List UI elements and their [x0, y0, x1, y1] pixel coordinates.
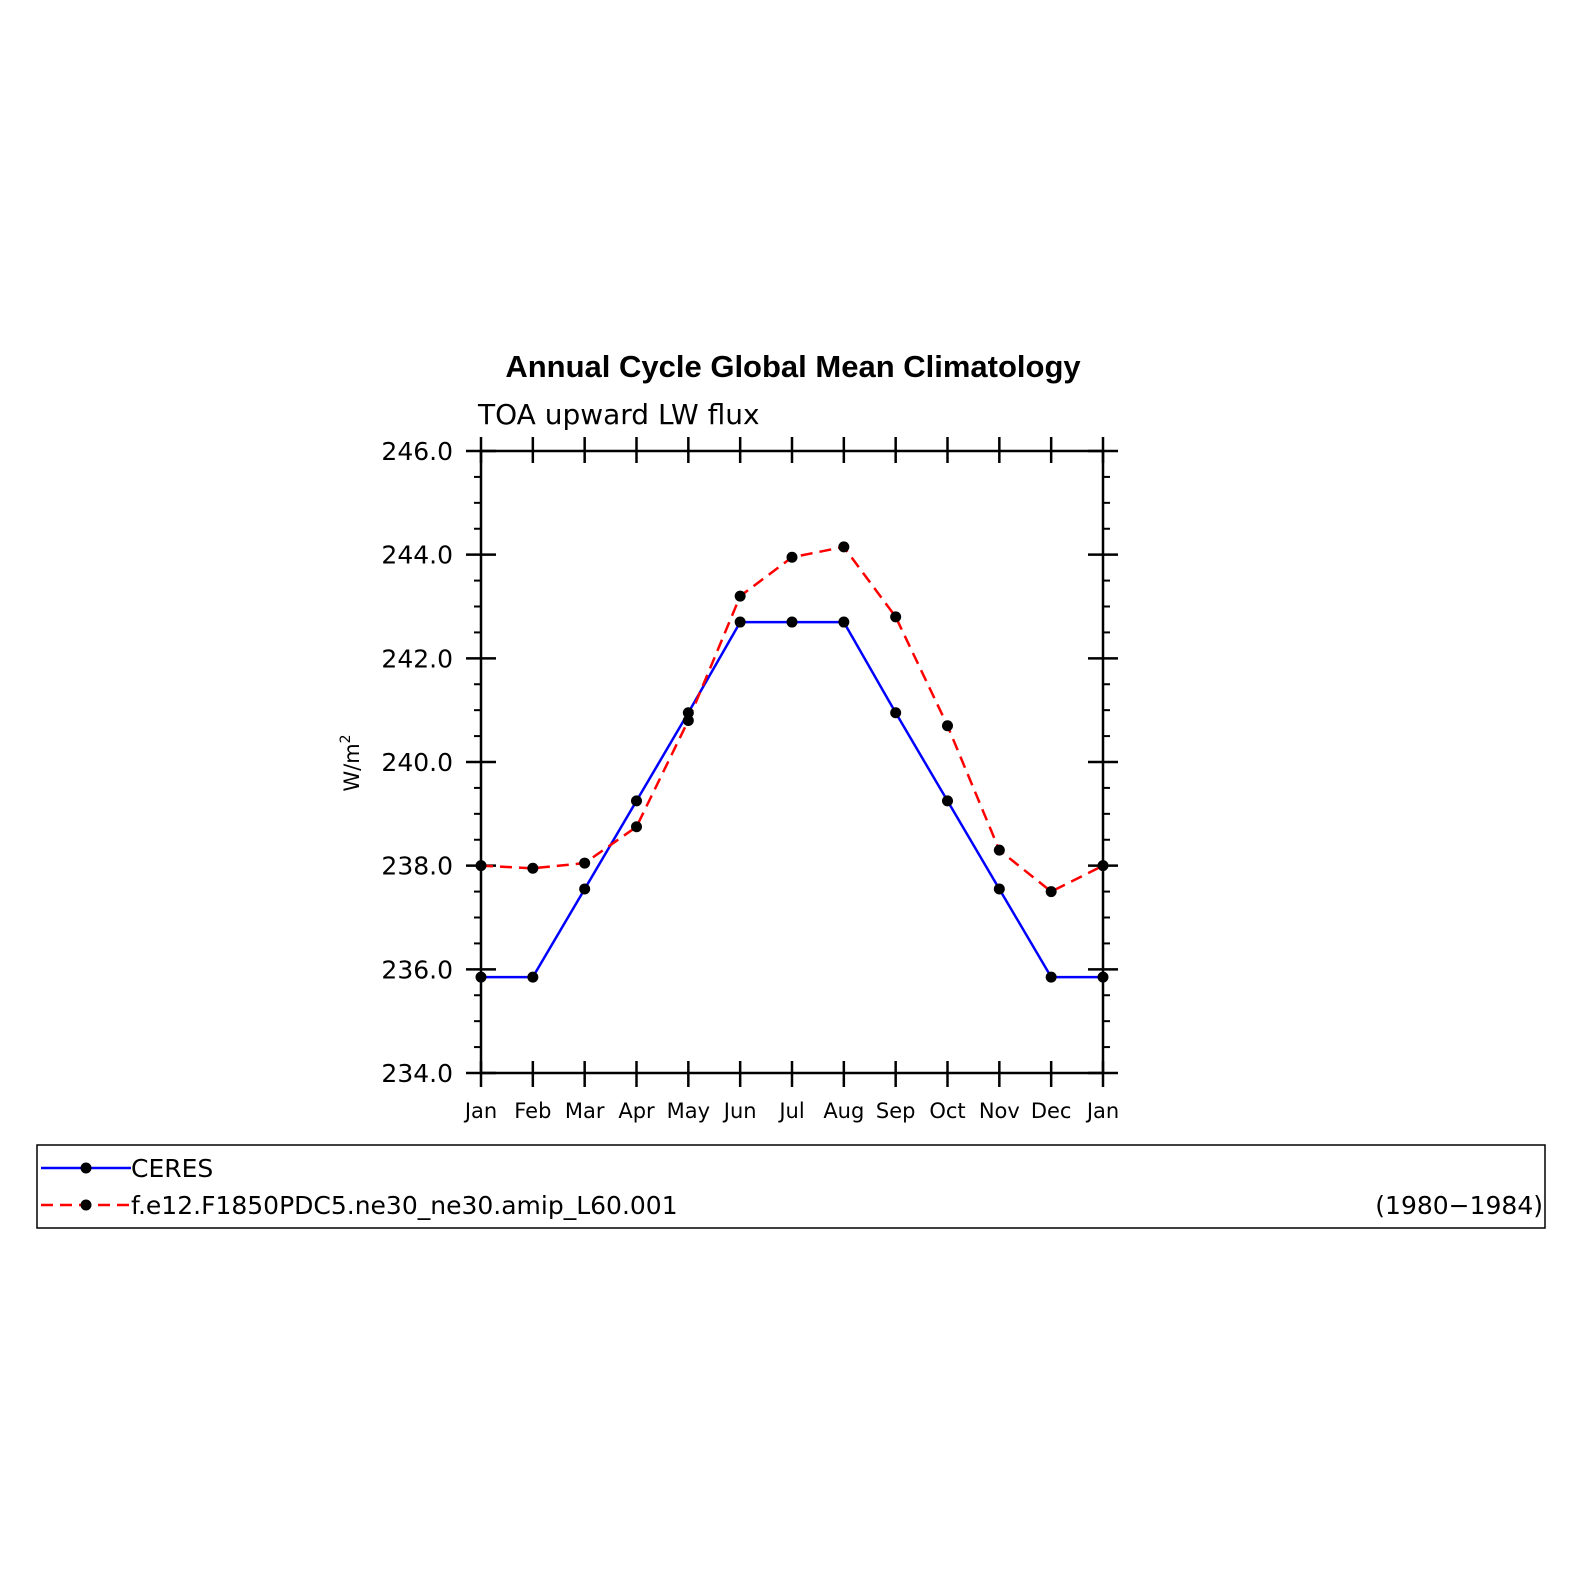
series-1-point — [890, 611, 902, 623]
legend-period: (1980−1984) — [1375, 1191, 1543, 1220]
x-tick-label: Feb — [514, 1099, 551, 1123]
series-1-point — [579, 857, 591, 869]
series-line-1 — [480, 545, 1104, 893]
y-tick-label: 244.0 — [381, 541, 453, 570]
legend-box — [36, 1144, 1546, 1229]
y-tick-label: 236.0 — [381, 955, 453, 984]
series-0-point — [734, 616, 746, 628]
series-0-point — [527, 971, 539, 983]
series-line-0 — [481, 620, 1103, 979]
series-0-point — [631, 795, 642, 807]
x-tick-label: Nov — [979, 1099, 1020, 1123]
series-1-point — [786, 551, 798, 563]
x-tick-label: Jan — [463, 1099, 497, 1123]
legend-marker-model — [80, 1199, 92, 1211]
series-1-point — [942, 720, 953, 732]
x-tick-label: Mar — [565, 1099, 605, 1123]
series-0-point — [890, 707, 902, 719]
x-tick-label: Dec — [1031, 1099, 1072, 1123]
series-layer — [475, 541, 1109, 983]
legend-marker-ceres — [80, 1162, 92, 1174]
x-tick-label: Apr — [618, 1099, 655, 1123]
axis-ticks — [466, 437, 1118, 1087]
x-tick-label: Jun — [722, 1099, 757, 1123]
series-0-point — [682, 707, 694, 719]
series-1-point — [631, 821, 642, 833]
x-tick-label: Aug — [823, 1099, 864, 1123]
series-0-point — [1045, 971, 1057, 983]
x-tick-label: Oct — [929, 1099, 965, 1123]
series-1-point — [1045, 886, 1057, 898]
plot-frame — [479, 449, 1105, 1075]
y-tick-labels: 234.0 236.0 238.0 240.0 242.0 244.0 246.0 — [381, 437, 453, 1088]
series-0-point — [786, 616, 798, 628]
x-tick-label: Sep — [876, 1099, 916, 1123]
x-tick-label: May — [667, 1099, 710, 1123]
legend: CERES f.e12.F1850PDC5.ne30_ne30.amip_L60… — [36, 1144, 1546, 1229]
y-axis-label: W/m2 — [338, 734, 364, 791]
x-tick-labels: Jan Feb Mar Apr May Jun Jul Aug Sep Oct Nov Dec Jan — [463, 1099, 1119, 1123]
y-tick-label: 242.0 — [381, 644, 453, 673]
x-tick-label: Jul — [777, 1099, 804, 1123]
series-0-point — [838, 616, 850, 628]
y-tick-label: 238.0 — [381, 852, 453, 881]
series-0-point — [579, 883, 591, 895]
series-1-point — [993, 844, 1005, 856]
x-tick-label: Jan — [1085, 1099, 1119, 1123]
legend-label-ceres: CERES — [131, 1154, 213, 1183]
series-1-point — [682, 715, 694, 727]
chart-subtitle: TOA upward LW flux — [477, 398, 760, 431]
series-1-point — [734, 590, 746, 602]
series-1-point — [838, 541, 850, 553]
series-0-point — [993, 883, 1005, 895]
y-tick-label: 234.0 — [381, 1059, 453, 1088]
y-tick-label: 240.0 — [381, 748, 453, 777]
legend-label-model: f.e12.F1850PDC5.ne30_ne30.amip_L60.001 — [131, 1191, 678, 1220]
series-0-point — [942, 795, 953, 807]
y-tick-label: 246.0 — [381, 437, 453, 466]
series-1-point — [527, 862, 539, 874]
chart-title: Annual Cycle Global Mean Climatology — [505, 349, 1081, 384]
